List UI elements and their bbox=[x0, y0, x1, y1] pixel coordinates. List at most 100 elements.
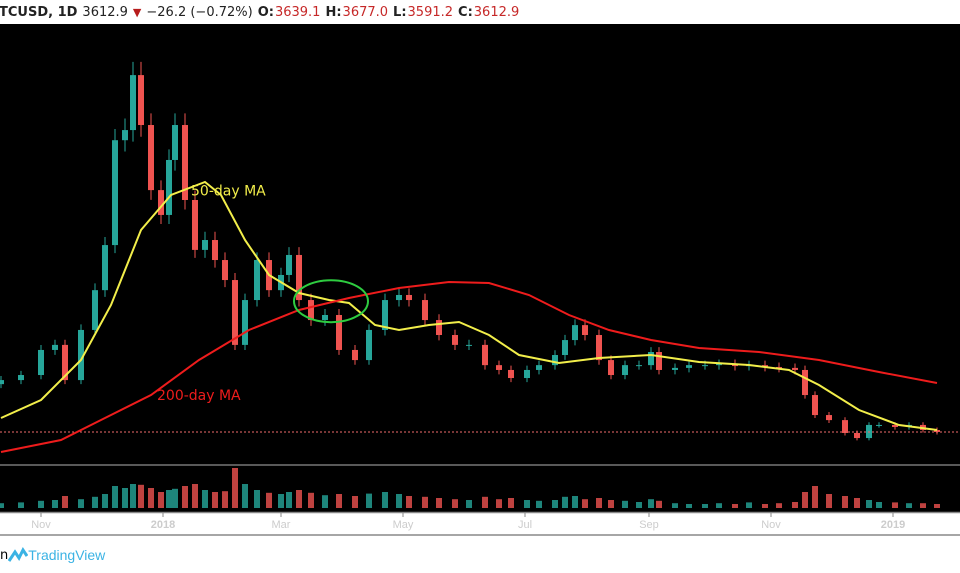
candle-body bbox=[648, 352, 654, 366]
candle-body bbox=[130, 75, 136, 131]
volume-bar bbox=[452, 499, 458, 508]
candle bbox=[172, 113, 178, 171]
volume-bar bbox=[92, 496, 98, 508]
candle-body bbox=[636, 365, 642, 367]
volume-bar bbox=[536, 500, 542, 508]
candle bbox=[876, 422, 882, 428]
volume-bar bbox=[192, 484, 198, 508]
volume-bar bbox=[892, 502, 898, 508]
candle bbox=[396, 288, 402, 307]
candle-body bbox=[112, 140, 118, 246]
candle bbox=[18, 370, 24, 385]
volume-bar bbox=[524, 500, 530, 508]
candle-body bbox=[582, 325, 588, 336]
volume-bar bbox=[866, 500, 872, 508]
candle bbox=[802, 365, 808, 399]
candle-body bbox=[854, 432, 860, 439]
candle bbox=[182, 113, 188, 210]
volume-bar bbox=[52, 500, 58, 508]
candle bbox=[286, 247, 292, 283]
candle-body bbox=[876, 424, 882, 426]
price-change: −26.2 (−0.72%) bbox=[146, 4, 253, 20]
volume-bar bbox=[572, 496, 578, 508]
candle-body bbox=[296, 254, 302, 301]
volume-bar bbox=[242, 484, 248, 508]
candle bbox=[296, 247, 302, 307]
candle bbox=[102, 236, 108, 297]
candle-body bbox=[242, 300, 248, 345]
candle-body bbox=[202, 240, 208, 250]
volume-bar bbox=[686, 504, 692, 508]
x-tick-label: Nov bbox=[31, 519, 51, 531]
volume-bar bbox=[422, 496, 428, 508]
tradingview-logo-icon[interactable] bbox=[8, 547, 29, 563]
candle bbox=[482, 339, 488, 370]
candle-body bbox=[812, 395, 818, 416]
volume-bar bbox=[148, 488, 154, 508]
candle bbox=[158, 180, 164, 224]
candle-body bbox=[596, 335, 602, 361]
volume-bar bbox=[254, 490, 260, 508]
volume-bar bbox=[802, 492, 808, 508]
volume-bar bbox=[716, 503, 722, 508]
candle bbox=[366, 324, 372, 365]
time-axis[interactable]: Nov 2018 Mar May Jul Sep Nov 2019 bbox=[31, 513, 905, 531]
candle-body bbox=[166, 159, 172, 215]
candle bbox=[308, 293, 314, 326]
candle bbox=[202, 231, 208, 258]
candle-body bbox=[122, 130, 128, 141]
footer: n TradingView bbox=[0, 545, 105, 565]
candle-body bbox=[934, 429, 940, 432]
high-value: 3677.0 bbox=[342, 4, 389, 20]
volume-bar bbox=[396, 494, 402, 508]
symbol-name[interactable]: TCUSD, 1D bbox=[0, 4, 78, 20]
volume-bar bbox=[366, 493, 372, 508]
candle bbox=[562, 334, 568, 360]
candle-body bbox=[406, 294, 412, 301]
candle bbox=[866, 422, 872, 441]
volume-bar bbox=[826, 494, 832, 508]
candle bbox=[536, 360, 542, 375]
candle-body bbox=[686, 365, 692, 368]
candle-body bbox=[148, 125, 154, 191]
ma200-line bbox=[0, 280, 938, 453]
volume-bar bbox=[158, 492, 164, 508]
candle bbox=[242, 293, 248, 351]
candle bbox=[776, 362, 782, 373]
candle-body bbox=[524, 369, 530, 379]
volume-bar bbox=[876, 502, 882, 508]
candle-body bbox=[308, 300, 314, 321]
candle-body bbox=[336, 314, 342, 350]
x-tick-label: Nov bbox=[761, 519, 781, 531]
x-tick-label: Jul bbox=[518, 519, 532, 531]
candle-body bbox=[802, 369, 808, 396]
candle bbox=[38, 345, 44, 380]
volume-bar bbox=[138, 484, 144, 508]
candle bbox=[352, 345, 358, 365]
candle-body bbox=[254, 260, 260, 301]
volume-bar bbox=[906, 503, 912, 508]
volume-bar bbox=[130, 484, 136, 508]
close-label: C: bbox=[458, 4, 473, 20]
candle bbox=[138, 61, 144, 137]
candle-body bbox=[536, 365, 542, 370]
triangle-down-icon: ▼ bbox=[132, 5, 142, 19]
candle bbox=[422, 293, 428, 326]
tradingview-brand[interactable]: TradingView bbox=[28, 547, 106, 563]
candle-body bbox=[572, 325, 578, 341]
volume-bar bbox=[286, 492, 292, 508]
candles bbox=[0, 61, 940, 441]
volume-bar bbox=[608, 500, 614, 508]
candle-body bbox=[138, 75, 144, 126]
candle bbox=[254, 252, 260, 307]
candle-body bbox=[552, 355, 558, 366]
candle bbox=[672, 363, 678, 375]
x-tick-label: 2018 bbox=[151, 519, 175, 531]
candle-body bbox=[776, 366, 782, 368]
candle-body bbox=[482, 344, 488, 366]
candle bbox=[148, 113, 154, 200]
volume-bar bbox=[920, 503, 926, 508]
volume-bar bbox=[172, 488, 178, 508]
candle-body bbox=[52, 344, 58, 350]
